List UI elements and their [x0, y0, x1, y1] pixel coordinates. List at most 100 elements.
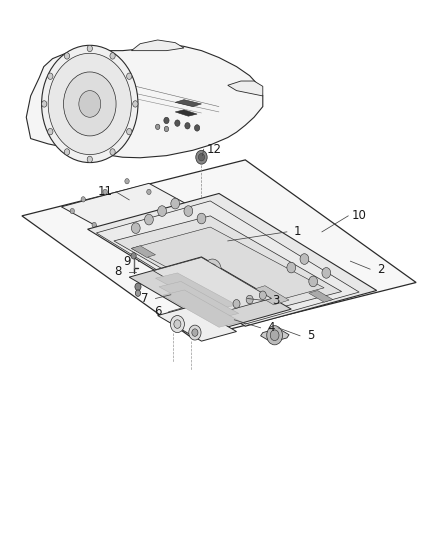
Circle shape — [309, 276, 318, 287]
Polygon shape — [131, 40, 184, 51]
Circle shape — [173, 203, 177, 208]
Circle shape — [240, 293, 246, 299]
Polygon shape — [153, 257, 272, 312]
Circle shape — [267, 326, 283, 345]
Circle shape — [191, 280, 195, 285]
Circle shape — [110, 53, 115, 59]
Circle shape — [170, 316, 184, 333]
Circle shape — [158, 206, 166, 216]
Polygon shape — [155, 273, 237, 310]
Circle shape — [127, 128, 132, 135]
Circle shape — [48, 128, 53, 135]
Circle shape — [155, 124, 160, 130]
Circle shape — [287, 262, 296, 273]
Circle shape — [79, 91, 101, 117]
Text: 5: 5 — [307, 329, 314, 342]
Circle shape — [131, 253, 136, 259]
Polygon shape — [61, 183, 289, 284]
Circle shape — [263, 244, 267, 249]
Circle shape — [145, 214, 153, 225]
Circle shape — [208, 264, 217, 276]
Circle shape — [64, 53, 70, 59]
Polygon shape — [96, 201, 359, 324]
Circle shape — [189, 325, 201, 340]
Circle shape — [64, 149, 70, 155]
Polygon shape — [261, 328, 289, 342]
Text: 8: 8 — [115, 265, 122, 278]
Circle shape — [164, 126, 169, 132]
Polygon shape — [175, 100, 201, 107]
Circle shape — [300, 254, 309, 264]
Circle shape — [238, 289, 248, 302]
Circle shape — [246, 295, 253, 304]
Polygon shape — [158, 306, 237, 341]
Text: 3: 3 — [272, 294, 279, 307]
Polygon shape — [22, 160, 416, 338]
Polygon shape — [26, 44, 263, 158]
Circle shape — [64, 72, 116, 136]
Polygon shape — [250, 286, 289, 305]
Circle shape — [241, 235, 245, 240]
Circle shape — [81, 197, 85, 202]
Circle shape — [133, 101, 138, 107]
Circle shape — [171, 198, 180, 209]
Circle shape — [135, 290, 141, 296]
Circle shape — [185, 123, 190, 129]
Circle shape — [204, 259, 221, 280]
Text: 2: 2 — [377, 263, 385, 276]
Circle shape — [147, 189, 151, 195]
Circle shape — [283, 256, 288, 262]
Polygon shape — [162, 290, 241, 327]
Circle shape — [259, 291, 266, 300]
Circle shape — [192, 329, 198, 336]
Circle shape — [219, 225, 223, 230]
Circle shape — [103, 189, 107, 195]
Circle shape — [87, 45, 92, 52]
Circle shape — [42, 45, 138, 163]
Text: 6: 6 — [154, 305, 162, 318]
Circle shape — [158, 262, 162, 268]
Circle shape — [233, 300, 240, 308]
Text: 9: 9 — [123, 255, 131, 268]
Text: 12: 12 — [207, 143, 222, 156]
Circle shape — [70, 208, 74, 214]
Text: 1: 1 — [294, 225, 302, 238]
Circle shape — [265, 260, 269, 265]
Circle shape — [270, 330, 279, 341]
Text: 10: 10 — [352, 209, 367, 222]
Circle shape — [322, 268, 331, 278]
Polygon shape — [114, 216, 342, 317]
Circle shape — [131, 223, 140, 233]
Polygon shape — [309, 290, 333, 302]
Circle shape — [125, 179, 129, 184]
Polygon shape — [175, 110, 197, 116]
Circle shape — [42, 101, 47, 107]
Text: 4: 4 — [268, 321, 276, 334]
Circle shape — [136, 249, 140, 254]
Polygon shape — [228, 81, 263, 96]
Circle shape — [87, 156, 92, 163]
Circle shape — [48, 73, 53, 79]
Circle shape — [194, 125, 200, 131]
Circle shape — [110, 149, 115, 155]
Text: 7: 7 — [141, 292, 148, 305]
Circle shape — [197, 213, 206, 224]
Circle shape — [219, 272, 223, 278]
Circle shape — [164, 117, 169, 124]
Circle shape — [180, 276, 184, 281]
Circle shape — [241, 266, 245, 271]
Circle shape — [135, 283, 141, 290]
Polygon shape — [159, 281, 239, 319]
Text: 11: 11 — [98, 185, 113, 198]
Circle shape — [174, 320, 181, 328]
Circle shape — [198, 154, 205, 161]
Polygon shape — [131, 227, 324, 309]
Circle shape — [197, 215, 201, 220]
Polygon shape — [129, 257, 291, 329]
Circle shape — [127, 73, 132, 79]
Polygon shape — [131, 246, 155, 257]
Circle shape — [175, 120, 180, 126]
Circle shape — [48, 53, 131, 155]
Circle shape — [92, 222, 96, 228]
Circle shape — [184, 206, 193, 216]
